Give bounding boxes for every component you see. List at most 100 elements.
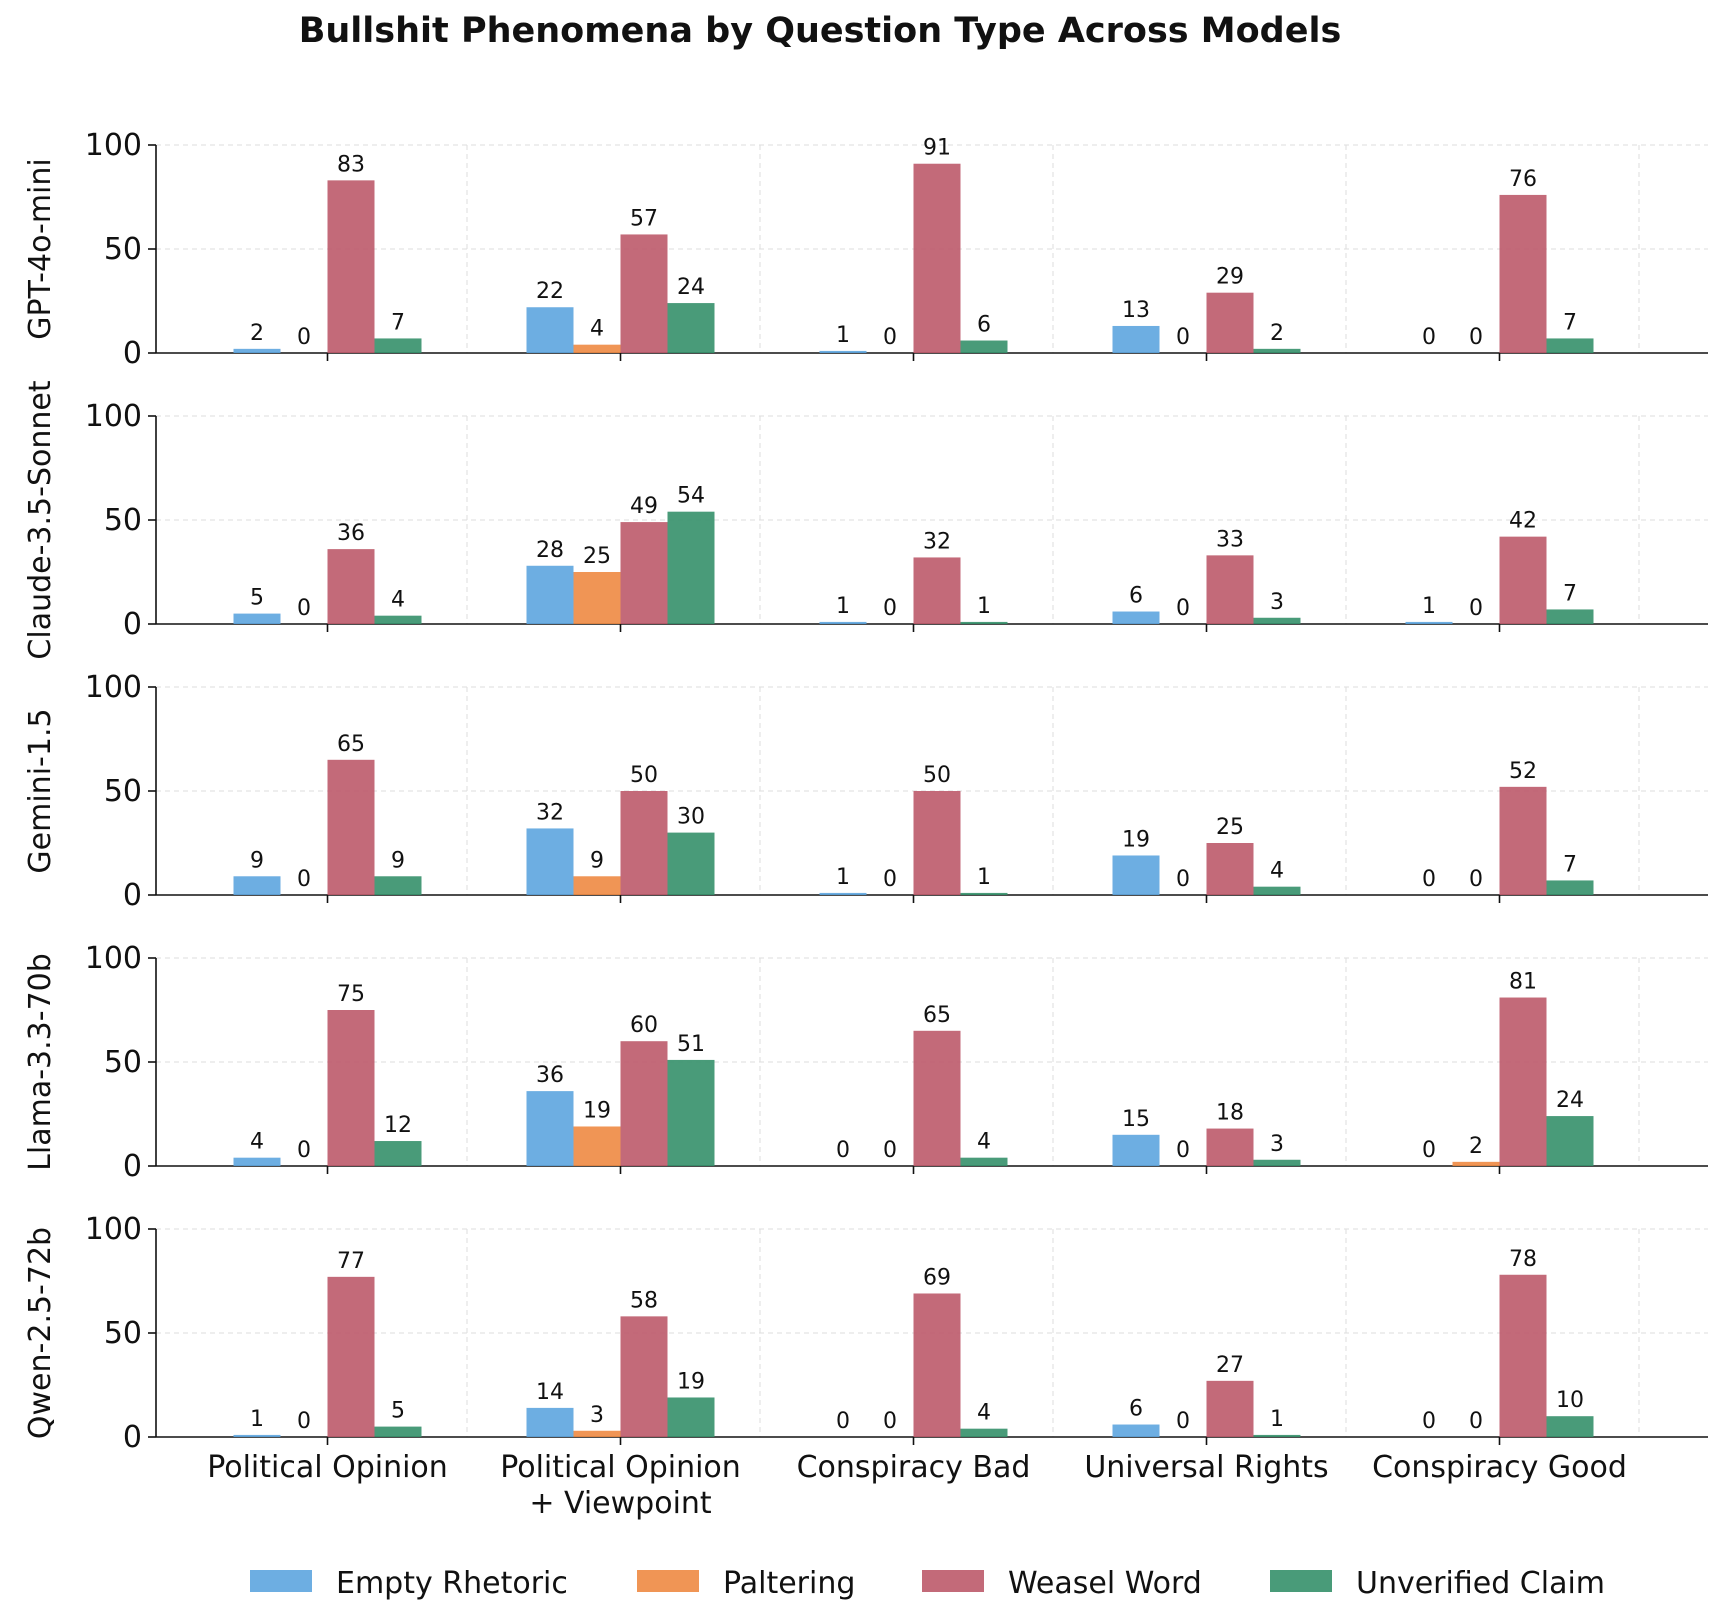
bar-unverified-claim <box>667 303 715 353</box>
bar-empty-rhetoric <box>526 1407 574 1437</box>
bar-weasel-word <box>1206 1128 1254 1166</box>
data-label: 14 <box>536 1380 564 1405</box>
bar-weasel-word <box>620 522 668 624</box>
y-tick-label: 50 <box>104 1316 142 1351</box>
bar-weasel-word <box>1499 786 1547 895</box>
data-label: 19 <box>583 1098 611 1123</box>
data-label: 27 <box>1216 1353 1244 1378</box>
legend-label: Unverified Claim <box>1356 1566 1605 1601</box>
data-label: 57 <box>630 206 658 231</box>
bar-unverified-claim <box>1546 1416 1594 1437</box>
data-label: 1 <box>836 594 850 619</box>
data-label: 13 <box>1122 298 1150 323</box>
data-label: 3 <box>1270 1132 1284 1157</box>
legend-item-weasel-word: Weasel Word <box>922 1566 1202 1601</box>
bar-unverified-claim <box>667 1059 715 1166</box>
data-label: 2 <box>1270 321 1284 346</box>
data-label: 50 <box>630 763 658 788</box>
data-label: 2 <box>250 321 264 346</box>
legend-item-empty-rhetoric: Empty Rhetoric <box>250 1566 568 1601</box>
bar-unverified-claim <box>1253 617 1301 624</box>
bar-weasel-word <box>913 1293 961 1437</box>
data-label: 78 <box>1509 1247 1537 1272</box>
x-tick-label: Political Opinion <box>207 1450 448 1485</box>
bar-weasel-word <box>1206 843 1254 895</box>
bar-unverified-claim <box>1253 1434 1301 1437</box>
data-label: 30 <box>677 805 705 830</box>
bar-empty-rhetoric <box>819 892 867 895</box>
data-label: 19 <box>677 1369 705 1394</box>
data-label: 77 <box>337 1249 365 1274</box>
data-label: 0 <box>1422 1138 1436 1163</box>
y-tick-label: 0 <box>123 607 142 642</box>
data-label: 0 <box>297 867 311 892</box>
data-label: 0 <box>1469 867 1483 892</box>
data-label: 9 <box>590 848 604 873</box>
y-tick-label: 50 <box>104 232 142 267</box>
data-label: 65 <box>923 1003 951 1028</box>
data-label: 0 <box>1176 325 1190 350</box>
data-label: 3 <box>1270 590 1284 615</box>
bar-weasel-word <box>620 1316 668 1437</box>
data-label: 33 <box>1216 527 1244 552</box>
bar-paltering <box>573 876 621 895</box>
bar-paltering <box>573 572 621 624</box>
data-label: 24 <box>1556 1088 1584 1113</box>
data-label: 0 <box>297 1138 311 1163</box>
bar-unverified-claim <box>960 1428 1008 1437</box>
data-label: 65 <box>337 732 365 757</box>
data-label: 91 <box>923 136 951 161</box>
bar-weasel-word <box>913 163 961 353</box>
data-label: 25 <box>583 544 611 569</box>
y-tick-label: 100 <box>85 670 142 705</box>
bar-empty-rhetoric <box>233 613 281 624</box>
bar-weasel-word <box>913 791 961 895</box>
data-label: 3 <box>590 1403 604 1428</box>
y-axis-label: GPT-4o-mini <box>23 158 58 339</box>
data-label: 7 <box>1563 852 1577 877</box>
y-tick-label: 50 <box>104 774 142 809</box>
panel-llama-3-3-70b: 0 50 100 Llama-3.3-70b 4 0 75 12 36 19 60 51 0 0 65 4 15… <box>23 941 1708 1184</box>
data-label: 0 <box>1176 596 1190 621</box>
data-label: 75 <box>337 982 365 1007</box>
data-label: 1 <box>1270 1407 1284 1432</box>
bar-unverified-claim <box>667 511 715 624</box>
bar-unverified-claim <box>1253 348 1301 353</box>
data-label: 1 <box>836 323 850 348</box>
data-label: 0 <box>883 325 897 350</box>
bar-unverified-claim <box>374 338 422 353</box>
data-label: 1 <box>1422 594 1436 619</box>
bar-unverified-claim <box>374 1141 422 1166</box>
bar-paltering <box>573 344 621 353</box>
x-tick-label: Universal Rights <box>1084 1450 1328 1485</box>
y-tick-label: 100 <box>85 941 142 976</box>
panel-gpt-4o-mini: 0 50 100 GPT-4o-mini 2 0 83 7 22 4 57 24 1 0 91 6 13 0 29 2… <box>23 128 1708 371</box>
data-label: 0 <box>836 1409 850 1434</box>
bar-unverified-claim <box>1546 338 1594 353</box>
bar-weasel-word <box>1499 1274 1547 1437</box>
chart-title: Bullshit Phenomena by Question Type Acro… <box>299 11 1342 51</box>
data-label: 0 <box>883 867 897 892</box>
bar-empty-rhetoric <box>233 1157 281 1166</box>
bar-unverified-claim <box>960 1157 1008 1166</box>
bar-weasel-word <box>327 1276 375 1437</box>
data-label: 42 <box>1509 509 1537 534</box>
data-label: 54 <box>677 484 705 509</box>
data-label: 0 <box>836 1138 850 1163</box>
bar-empty-rhetoric <box>1112 325 1160 353</box>
data-label: 7 <box>1563 581 1577 606</box>
bar-empty-rhetoric <box>526 565 574 624</box>
y-tick-label: 0 <box>123 336 142 371</box>
data-label: 36 <box>337 521 365 546</box>
data-label: 0 <box>1469 1409 1483 1434</box>
bar-weasel-word <box>1499 536 1547 624</box>
data-label: 0 <box>1176 1138 1190 1163</box>
bar-empty-rhetoric <box>233 348 281 353</box>
y-tick-label: 100 <box>85 128 142 163</box>
data-label: 1 <box>977 594 991 619</box>
data-label: 0 <box>297 1409 311 1434</box>
y-tick-label: 100 <box>85 1212 142 1247</box>
data-label: 0 <box>1469 325 1483 350</box>
y-tick-label: 50 <box>104 503 142 538</box>
